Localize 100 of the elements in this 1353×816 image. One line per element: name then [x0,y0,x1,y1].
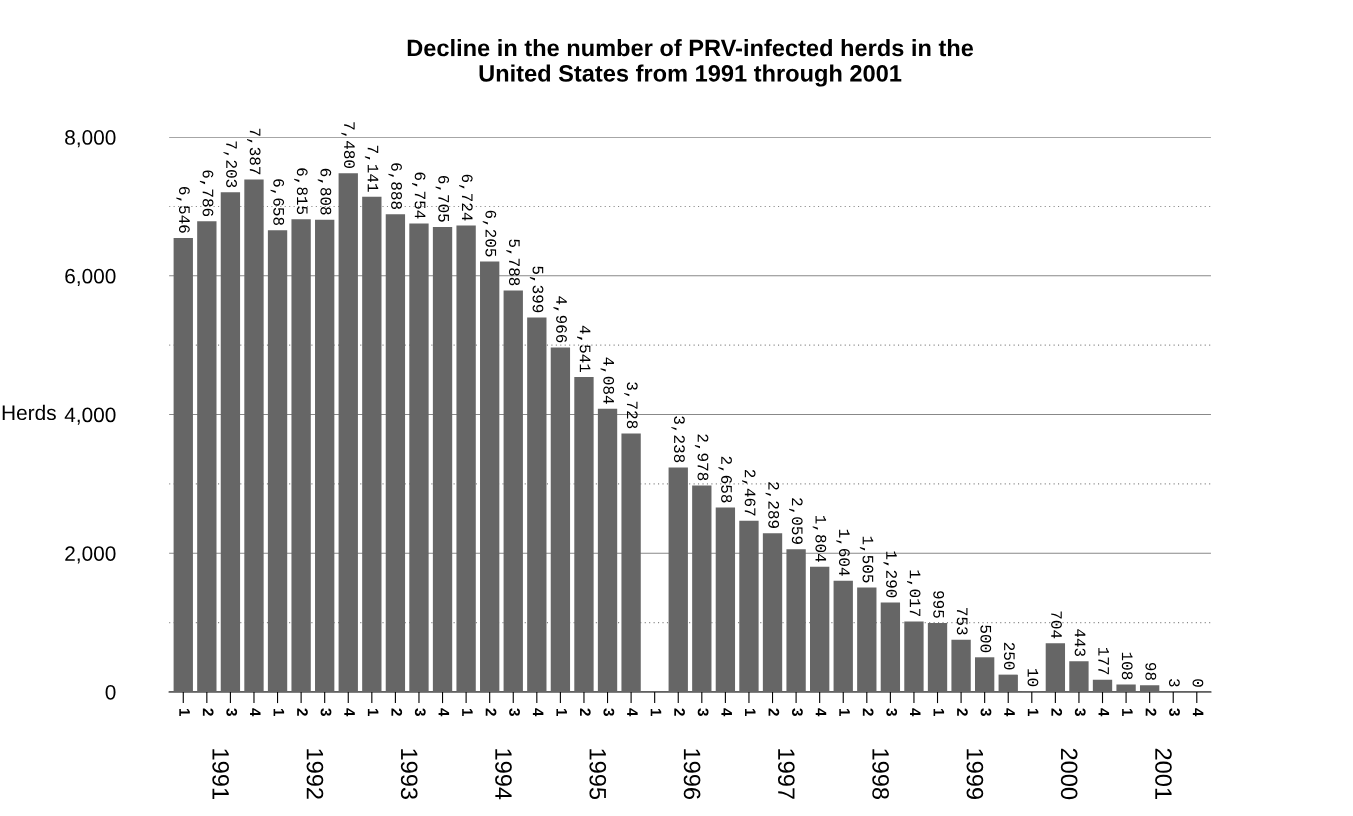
x-tick-label: 4 [1004,708,1015,717]
x-tick-label: 2 [391,708,403,716]
data-label: 2,059 [789,498,803,544]
bar [904,621,924,692]
bar [715,507,736,692]
data-label: 443 [1074,629,1086,657]
bar [975,657,995,692]
bar [1069,661,1089,692]
bar [762,533,783,692]
data-label: 7,203 [223,141,237,188]
data-label: 1,604 [836,529,850,576]
x-tick-label: 2 [862,708,874,716]
data-label: 4,541 [577,325,591,373]
x-tick-label: 3 [791,708,803,716]
x-tick-label: 4 [910,708,921,717]
bar [503,290,523,692]
data-label: 2,289 [765,482,780,528]
bar [857,587,877,692]
data-label: 1,804 [812,515,827,562]
x-tick-label: 1 [839,708,850,717]
bar [1045,643,1066,692]
chart-title: Decline in the number of PRV-infected herds in the United States from 1991 through 2001 [407,38,974,87]
data-label: 6,658 [270,179,285,225]
data-label: 0 [1192,679,1204,687]
data-label: 1,505 [859,536,874,583]
text: 1995 [589,749,607,800]
data-label: 1,290 [883,551,897,598]
bar [597,408,618,692]
data-label: 7,480 [341,122,355,169]
bar [621,433,641,692]
x-tick-label: 1 [1122,708,1133,717]
bar [432,226,453,692]
bar [220,192,241,692]
text: 2001 [1155,748,1172,799]
bar [267,230,288,692]
x-tick-label: 1 [367,708,379,717]
x-tick-label: 2 [202,708,214,716]
data-label: 98 [1145,662,1157,680]
data-label: 3,238 [671,416,685,463]
bar [456,225,476,692]
x-tick-label: 1 [650,708,662,717]
x-tick-label: 3 [1169,708,1180,716]
text: 1994 [495,749,512,800]
x-tick-label: 3 [1074,708,1086,716]
x-tick-label: 4 [1192,708,1204,717]
x-tick-label: 3 [226,708,238,716]
x-tick-label: 4 [532,708,544,717]
bar [1116,684,1136,692]
x-tick-label: 3 [603,708,615,716]
text: 1993 [400,749,418,800]
x-tick-label: 1 [933,708,945,717]
x-tick-label: 3 [509,708,520,716]
bar [527,317,547,692]
bar [810,566,830,692]
x-tick-label: 1 [462,708,473,717]
data-label: 108 [1121,652,1133,680]
bar [786,549,806,692]
x-tick-label: 4 [344,708,355,717]
x-tick-label: 2 [485,708,497,716]
x-tick-label: 2 [768,708,780,716]
bar [480,261,500,692]
x-tick-label: 3 [414,708,426,716]
y-tick-label: 6,000 [65,268,116,287]
text: 2000 [1060,748,1078,800]
bar [338,173,358,692]
bar [1139,685,1160,692]
x-tick-label: 1 [179,708,190,717]
y-tick-label: 8,000 [65,130,116,148]
x-tick-label: 2 [957,708,968,716]
data-label: 6,705 [435,176,450,222]
bar [998,674,1018,692]
data-label: 704 [1051,611,1062,639]
x-tick-label: 4 [438,708,450,717]
x-tick-label: 1 [1027,708,1039,717]
x-tick-label: 1 [556,708,567,717]
bar [244,179,264,692]
x-tick-label: 4 [250,708,261,717]
bar [668,467,688,692]
y-tick-label: 4,000 [64,407,116,425]
data-label: 10 [1027,669,1039,687]
data-label: 4,966 [553,296,567,343]
data-label: 2,978 [694,434,709,481]
data-label: 5,788 [506,239,520,286]
data-label: 6,205 [482,210,497,257]
x-tick-label: 3 [697,708,709,716]
text: 1997 [777,749,795,799]
bar [173,237,193,692]
bar [574,377,594,692]
bar [692,485,712,692]
text: 1992 [306,749,324,799]
x-tick-label: 2 [1051,708,1063,716]
x-tick-label: 3 [320,708,332,716]
data-label: 6,754 [412,172,426,219]
text: 1996 [683,749,701,800]
bar [1092,679,1113,692]
text: 1998 [872,749,889,800]
x-tick-label: 4 [721,708,732,717]
data-label: 753 [956,608,968,635]
data-label: 6,724 [459,174,473,221]
text: 1999 [966,749,984,799]
